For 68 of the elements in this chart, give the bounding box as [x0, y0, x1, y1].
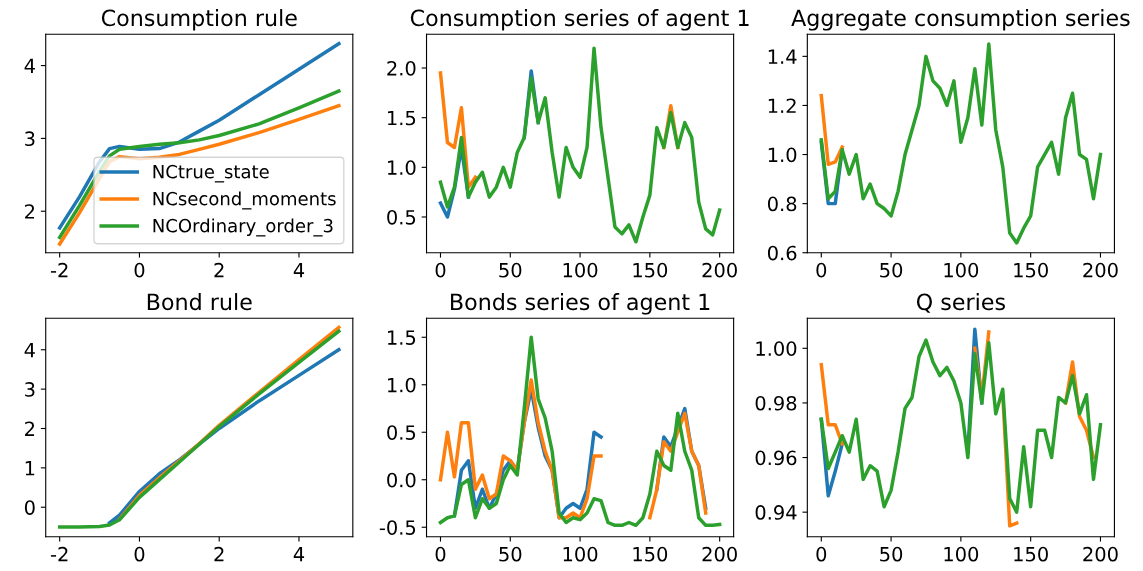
x-tick-label: 200 — [702, 262, 737, 278]
y-tick-label: 4 — [24, 342, 35, 358]
chart-title: Aggregate consumption series — [791, 9, 1130, 31]
y-tick-label: 2 — [25, 204, 35, 219]
y-tick-label: 2.0 — [387, 60, 416, 76]
line-series — [438, 46, 722, 244]
chart-title: Bond rule — [147, 293, 252, 311]
y-tick-label: 0.6 — [767, 245, 797, 261]
y-tick-label: 1.2 — [768, 98, 796, 113]
y-tick-label: 0.5 — [387, 209, 416, 225]
x-tick-label: 0 — [816, 546, 827, 562]
y-tick-label: 0.8 — [767, 196, 797, 212]
x-tick-label: 100 — [563, 262, 598, 278]
y-tick-label: 0.5 — [387, 425, 416, 440]
x-tick-label: 150 — [1014, 262, 1048, 278]
y-tick-label: 1.4 — [768, 49, 797, 64]
x-tick-label: 50 — [880, 262, 903, 278]
x-tick-label: 0 — [816, 262, 827, 278]
x-tick-label: 200 — [1083, 546, 1118, 562]
y-tick-label: 1.0 — [388, 377, 416, 393]
x-tick-label: 50 — [880, 546, 903, 562]
x-tick-label: 100 — [563, 546, 598, 562]
y-tick-label: 1.5 — [388, 330, 416, 345]
y-tick-label: 0.96 — [755, 450, 797, 466]
y-tick-label: 1 — [25, 461, 35, 476]
x-tick-label: 4 — [293, 263, 305, 278]
chart-title: Consumption rule — [101, 9, 297, 31]
y-tick-label: 1.5 — [388, 110, 416, 126]
y-tick-label: 4 — [24, 58, 35, 73]
y-tick-label: 1.00 — [756, 341, 797, 356]
x-tick-label: 200 — [702, 546, 737, 562]
y-tick-label: -0.5 — [379, 520, 416, 535]
legend-label: NCtrue_state — [153, 164, 269, 183]
line-series — [438, 335, 722, 528]
chart-title: Consumption series of agent 1 — [410, 9, 749, 31]
y-tick-label: 0.94 — [755, 505, 797, 520]
x-tick-label: 150 — [1014, 546, 1048, 562]
x-tick-label: 0 — [435, 262, 446, 278]
chart-title: Q series — [916, 293, 1005, 313]
y-tick-label: 1.0 — [388, 160, 416, 175]
x-tick-label: 2 — [214, 262, 224, 278]
y-tick-label: 3 — [25, 131, 35, 147]
legend-label: NCOrdinary_order_3 — [153, 218, 333, 237]
x-tick-label: 0 — [134, 262, 145, 278]
legend-label: NCsecond_moments — [153, 191, 336, 210]
x-tick-label: 0 — [435, 546, 446, 562]
line-series — [819, 93, 844, 167]
line-series — [819, 42, 1103, 245]
x-tick-label: 0 — [134, 546, 145, 562]
x-tick-label: 100 — [944, 262, 979, 278]
x-tick-label: 2 — [214, 546, 224, 562]
line-series — [57, 329, 341, 529]
y-tick-label: 2 — [25, 421, 35, 436]
x-tick-label: -2 — [50, 262, 68, 278]
x-tick-label: 50 — [499, 262, 522, 278]
x-tick-label: 50 — [499, 546, 522, 562]
chart-title: Bonds series of agent 1 — [451, 293, 710, 315]
x-tick-label: 200 — [1083, 262, 1118, 278]
y-tick-label: 1.0 — [768, 147, 797, 163]
y-tick-label: 0.98 — [755, 395, 797, 411]
x-tick-label: 150 — [633, 262, 668, 278]
x-tick-label: 4 — [293, 547, 305, 562]
x-tick-label: 100 — [944, 546, 979, 562]
x-tick-label: 150 — [633, 546, 668, 562]
y-tick-label: 0.0 — [387, 472, 416, 488]
y-tick-label: 0 — [24, 500, 35, 515]
x-tick-label: -2 — [50, 546, 68, 562]
y-tick-label: 3 — [25, 382, 35, 397]
